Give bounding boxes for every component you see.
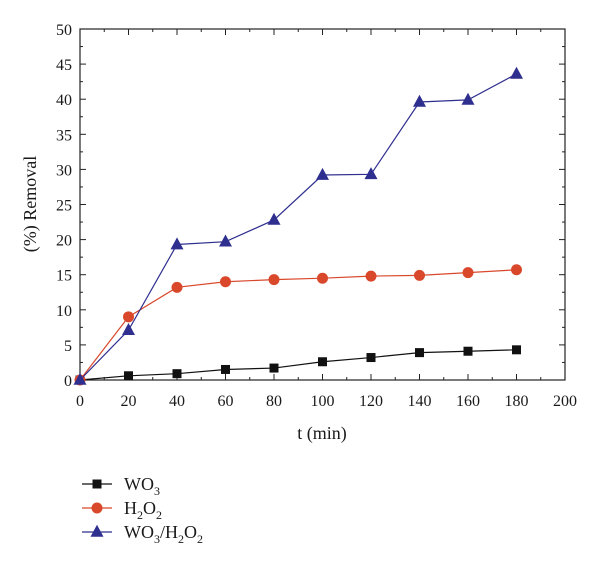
data-point <box>171 281 183 293</box>
data-point <box>316 167 329 180</box>
data-point <box>122 322 135 335</box>
x-tick-label: 160 <box>456 393 480 410</box>
data-point <box>365 270 377 282</box>
legend-marker <box>92 479 102 489</box>
y-tick-label: 30 <box>56 162 72 179</box>
y-tick-label: 5 <box>64 338 72 355</box>
data-point <box>512 345 521 355</box>
y-tick-label: 20 <box>56 233 72 250</box>
x-tick-label: 100 <box>311 393 335 410</box>
series-line <box>79 73 517 381</box>
legend-marker <box>91 502 103 514</box>
x-tick-label: 180 <box>505 393 529 410</box>
series-line <box>79 349 517 381</box>
data-point <box>463 346 473 356</box>
data-point <box>510 66 523 79</box>
plot-frame <box>79 28 566 381</box>
y-tick-label: 40 <box>56 92 72 109</box>
y-axis: 0 5 10 15 20 25 30 35 40 45 50 <box>56 22 565 390</box>
x-axis: 0 20 40 60 80 100 120 140 160 180 200 <box>76 29 577 410</box>
data-point <box>317 272 328 284</box>
legend-label: H2O2 <box>124 498 162 522</box>
y-axis-label: (%) Removal <box>20 156 41 252</box>
x-tick-label: 140 <box>408 393 432 410</box>
data-point <box>219 234 232 247</box>
y-tick-label: 0 <box>64 373 72 390</box>
data-point <box>269 363 279 373</box>
data-point <box>511 264 522 276</box>
x-tick-label: 60 <box>218 393 234 410</box>
data-point <box>461 92 475 105</box>
data-point <box>267 212 281 225</box>
series-1 <box>74 264 522 386</box>
legend-marker <box>90 524 104 537</box>
y-tick-label: 45 <box>56 57 72 74</box>
series-layer <box>73 66 523 386</box>
legend-item: WO3/H2O2 <box>82 522 203 546</box>
data-point <box>124 371 133 381</box>
series-2 <box>73 66 523 385</box>
data-point <box>220 276 231 288</box>
data-point <box>366 353 376 363</box>
x-axis-label: t (min) <box>297 423 347 444</box>
data-point <box>170 237 184 250</box>
x-tick-label: 40 <box>169 393 185 410</box>
data-point <box>73 372 87 385</box>
data-point <box>414 269 425 281</box>
data-point <box>318 357 327 367</box>
data-point <box>221 364 230 374</box>
y-tick-label: 25 <box>56 198 72 215</box>
series-0 <box>75 345 521 385</box>
data-point <box>413 94 426 107</box>
plot-border <box>79 28 566 381</box>
legend-item: H2O2 <box>82 498 162 522</box>
x-tick-label: 80 <box>266 393 282 410</box>
data-point <box>172 369 182 379</box>
data-point <box>123 311 134 323</box>
x-tick-label: 20 <box>121 393 137 410</box>
y-tick-label: 15 <box>56 268 72 285</box>
series-line <box>79 269 517 381</box>
x-tick-label: 120 <box>359 393 383 410</box>
y-tick-label: 50 <box>56 22 72 39</box>
data-point <box>268 274 280 286</box>
legend-item: WO3 <box>82 474 160 498</box>
legend-label: WO3 <box>124 474 160 498</box>
data-point <box>364 167 378 180</box>
legend-label: WO3/H2O2 <box>124 522 203 546</box>
data-point <box>462 267 474 279</box>
x-tick-label: 200 <box>553 393 577 410</box>
y-tick-label: 35 <box>56 127 72 144</box>
data-point <box>415 348 424 358</box>
y-tick-label: 10 <box>56 303 72 320</box>
x-tick-label: 0 <box>76 393 84 410</box>
